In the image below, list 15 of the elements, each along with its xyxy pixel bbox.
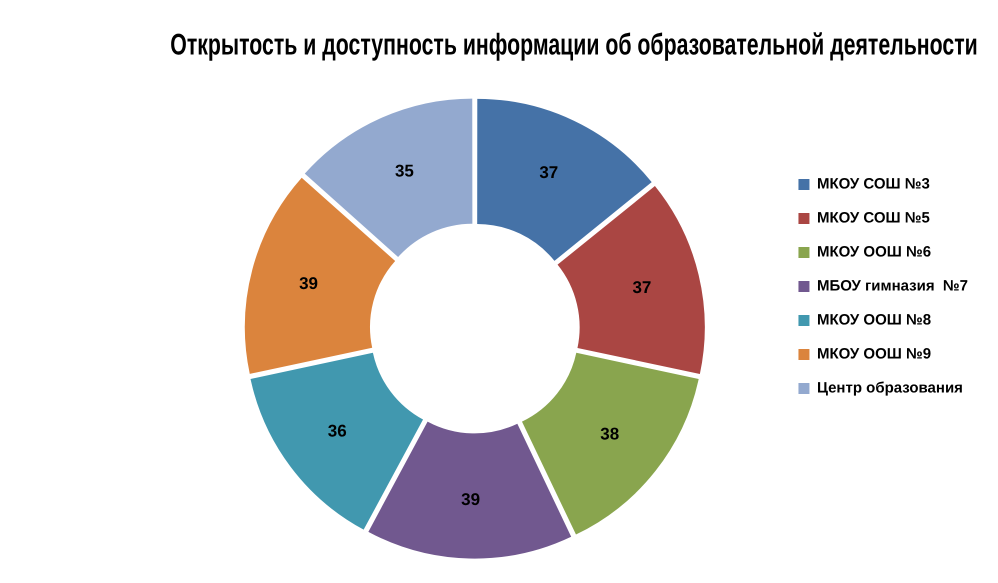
legend-label: МКОУ ООШ №8 — [816, 312, 932, 329]
data-label: 39 — [299, 274, 318, 294]
legend-label: Центр образования — [816, 380, 963, 397]
data-label: 37 — [539, 163, 558, 182]
legend-label: МКОУ ООШ №9 — [816, 346, 932, 363]
data-label: 38 — [600, 424, 620, 444]
legend-label: МКОУ ООШ №6 — [816, 244, 932, 261]
legend-label: МКОУ СОШ №3 — [816, 176, 930, 193]
data-label: 35 — [394, 161, 414, 180]
legend-label: МКОУ СОШ №5 — [816, 210, 930, 227]
data-label: 36 — [328, 421, 347, 440]
legend-label: МБОУ гимназия №7 — [816, 278, 968, 295]
chart-title: Открытость и доступность информации об образовательной деятельности — [170, 26, 978, 62]
data-label: 39 — [461, 490, 480, 510]
data-label: 37 — [632, 278, 652, 298]
